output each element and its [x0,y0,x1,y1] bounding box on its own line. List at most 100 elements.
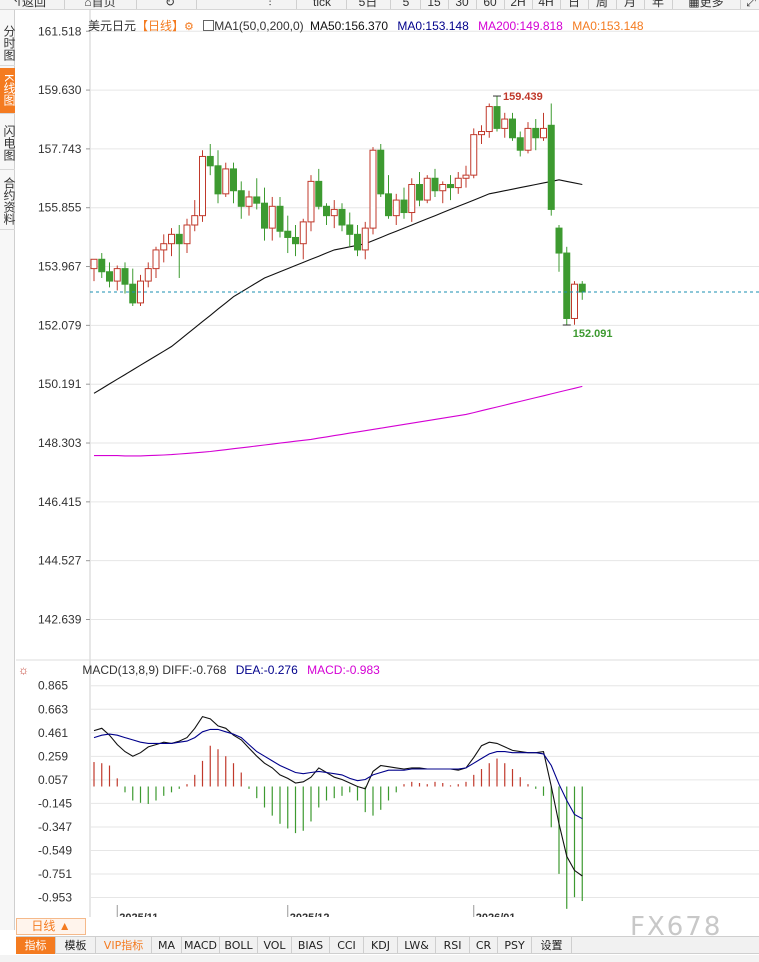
home-button[interactable]: ⌂首页 [74,0,126,9]
fullscreen-icon[interactable]: ⤢ [746,0,756,9]
candle-body [454,177,462,189]
toolbar-divider [420,0,421,9]
ma50-line [93,179,583,394]
x-date-label: 2025/12 [290,912,330,917]
toolbar-divider [616,0,617,9]
tab-cci[interactable]: CCI [330,937,364,954]
toolbar-divider [64,0,65,9]
home-label: 首页 [91,0,116,9]
toolbar-divider [504,0,505,9]
tab-contract-info[interactable]: 合约资料 [0,172,16,230]
x-axis: 2025/11 2025/12 2026/01 [116,905,516,917]
candle-body [144,268,152,282]
kline-chart[interactable]: 161.518 159.630 157.743 155.855 153.967 152.0… [16,10,759,917]
macd-panel [93,715,583,909]
home-icon: ⌂ [84,0,92,9]
indicator-icon[interactable] [203,20,215,31]
candle-body [485,106,493,133]
macd-y-tick-label: 0.663 [38,702,68,716]
dea-line [93,728,583,820]
back-button[interactable]: ↰返回 [4,0,54,9]
period-5day[interactable]: 5日 [358,0,378,9]
candle-body [292,236,299,245]
tab-template[interactable]: 模板 [56,937,96,954]
more-button[interactable]: ▦更多 [678,0,734,9]
tab-kline[interactable]: K线图 [0,68,16,114]
refresh-icon[interactable]: ↻ [164,0,176,9]
settings-gear-icon[interactable]: ⚙ [184,21,194,33]
macd-y-tick-label: -0.549 [38,843,72,857]
candle-body [571,283,578,319]
toolbar-divider [588,0,589,9]
period-tick[interactable]: tick [313,0,331,9]
toolbar-divider [390,0,391,9]
candle-body [416,183,423,201]
y-tick-label: 157.743 [38,142,82,156]
period-week[interactable]: 周 [595,0,608,9]
candle-body [206,155,214,167]
candle-body [330,208,338,217]
tab-settings[interactable]: 设置 [532,937,572,954]
tab-vol[interactable]: VOL [258,937,292,954]
candle-body [307,180,315,223]
candle-body [563,252,571,319]
toolbar-divider [740,0,741,9]
tab-ma[interactable]: MA [152,937,182,954]
candle-body [509,118,516,139]
period-15min[interactable]: 15 [427,0,441,9]
period-selector-button[interactable]: 日线 ▲ [16,918,86,935]
period-day[interactable]: 日 [567,0,580,9]
toolbar-divider [448,0,449,9]
period-year[interactable]: 年 [651,0,664,9]
period-60min[interactable]: 60 [483,0,497,9]
watermark-logo: FX678 [630,912,723,942]
draw-tools-icon[interactable]: ⫶ [268,0,272,9]
tab-bias[interactable]: BIAS [292,937,330,954]
tab-psy[interactable]: PSY [498,937,532,954]
candle-body [439,183,447,192]
tab-timeshare[interactable]: 分时图 [0,20,16,66]
period-4h[interactable]: 4H [538,0,554,9]
tab-vip-indicator[interactable]: VIP指标 [96,937,152,954]
more-label: 更多 [699,0,724,9]
back-label: 返回 [22,0,47,9]
y-tick-label: 142.639 [38,613,82,627]
tab-kdj[interactable]: KDJ [364,937,398,954]
period-30min[interactable]: 30 [455,0,469,9]
tab-indicator[interactable]: 指标 [16,937,56,954]
main-legend: 美元日元【日线】⚙ MA1(50,0,200,0) MA50:156.370 M… [88,17,644,34]
tab-rsi[interactable]: RSI [436,937,470,954]
toolbar-divider [196,0,197,9]
candle-body [284,230,292,238]
tab-lw[interactable]: LW& [398,937,436,954]
candle-body [361,227,369,251]
tab-flash-chart[interactable]: 闪电图 [0,116,16,170]
candle-body [183,224,191,245]
macd-y-tick-label: 0.461 [38,726,68,740]
sun-settings-icon[interactable]: ☼ [18,663,29,677]
period-2h[interactable]: 2H [510,0,526,9]
tab-cr[interactable]: CR [470,937,498,954]
candle-body [354,233,361,251]
dea-value: DEA:-0.276 [235,663,298,677]
period-5min[interactable]: 5 [402,0,410,9]
ma50-value: MA50:156.370 [309,19,389,33]
tab-macd[interactable]: MACD [182,937,220,954]
candle-body [385,193,392,217]
candle-body [470,134,478,176]
candle-body [191,215,199,226]
period-month[interactable]: 月 [623,0,636,9]
macd-y-tick-label: -0.145 [38,796,72,810]
bottom-scrollbar[interactable] [0,955,759,962]
ma-params: MA1(50,0,200,0) [214,19,304,33]
candle-body [268,205,276,229]
ma200-line [94,385,583,457]
macd-params: MACD(13,8,9) [82,663,160,677]
candle-body [222,168,230,195]
toolbar-divider [136,0,137,9]
tab-boll[interactable]: BOLL [220,937,258,954]
toolbar-divider [476,0,477,9]
ma0-value-2: MA0:153.148 [572,19,644,33]
candle-body [369,149,377,229]
macd-value: MACD:-0.983 [307,663,380,677]
